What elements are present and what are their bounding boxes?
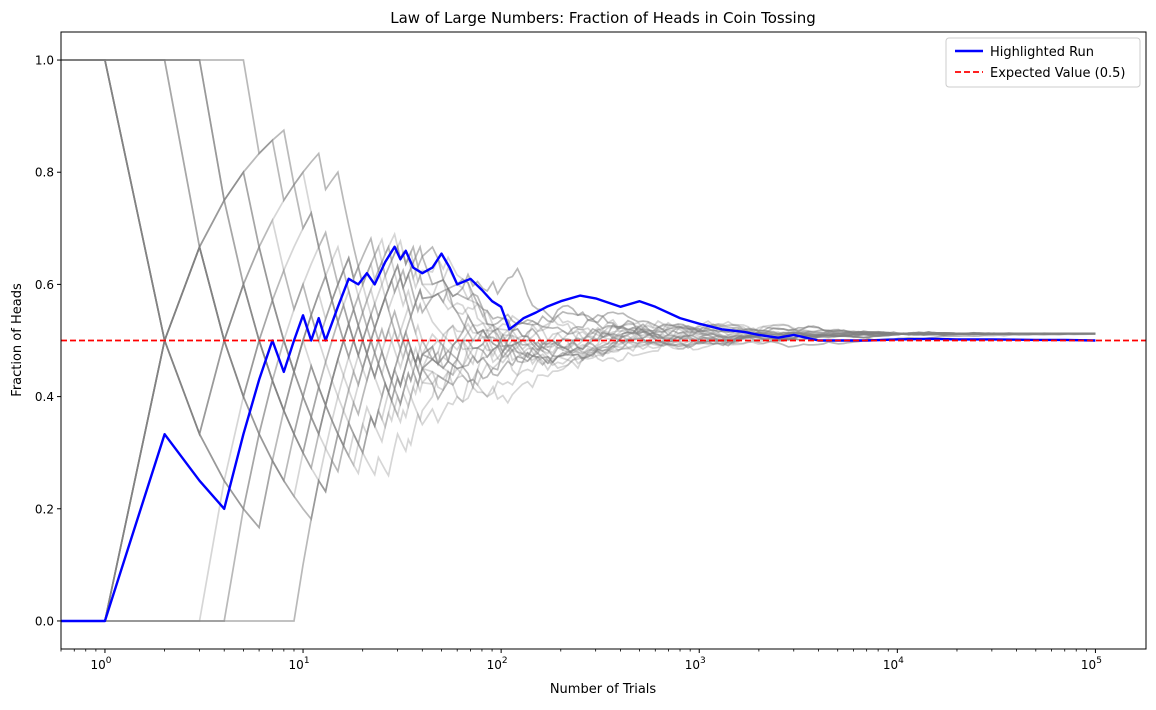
x-tick-label: 102 xyxy=(487,656,508,672)
legend: Highlighted Run Expected Value (0.5) xyxy=(945,37,1141,88)
x-tick-label: 100 xyxy=(90,656,111,672)
x-tick-label: 103 xyxy=(685,656,706,672)
background-run-line xyxy=(61,59,1096,437)
background-run-line xyxy=(61,59,1096,464)
y-tick-label: 0.6 xyxy=(35,278,54,292)
x-tick-label: 104 xyxy=(883,656,904,672)
plot-frame xyxy=(60,31,1147,650)
y-tick-label: 0.2 xyxy=(35,502,54,516)
background-run-line xyxy=(61,329,1096,622)
y-tick-label: 0.4 xyxy=(35,390,54,404)
y-tick-label: 0.8 xyxy=(35,166,54,180)
y-tick-label: 0.0 xyxy=(35,614,54,628)
background-run-line xyxy=(61,59,1096,344)
series-highlighted-run xyxy=(61,245,1096,623)
x-tick-label: 101 xyxy=(289,656,310,672)
chart-title: Law of Large Numbers: Fraction of Heads … xyxy=(390,9,816,27)
x-axis: 100 101 102 103 104 105 xyxy=(60,649,1102,672)
series-layer xyxy=(61,245,1146,623)
x-axis-label: Number of Trials xyxy=(550,682,657,697)
legend-label-highlighted-run: Highlighted Run xyxy=(990,45,1094,60)
background-runs xyxy=(61,59,1096,622)
plot-area xyxy=(61,59,1146,623)
y-axis: 0.0 0.2 0.4 0.6 0.8 1.0 xyxy=(35,54,61,628)
y-tick-label: 1.0 xyxy=(35,54,54,68)
legend-label-expected-value: Expected Value (0.5) xyxy=(990,66,1125,81)
x-tick-label: 105 xyxy=(1081,656,1102,672)
y-axis-label: Fraction of Heads xyxy=(10,283,25,397)
legend-box xyxy=(945,37,1141,88)
